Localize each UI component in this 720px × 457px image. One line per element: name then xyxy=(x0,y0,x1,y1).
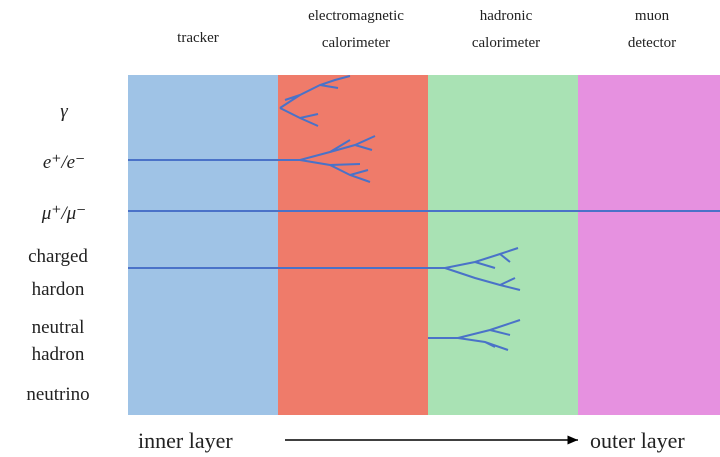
detector-layer xyxy=(428,75,578,415)
detector-diagram: γ e⁺/e⁻ μ⁺/μ⁻ charged hardon neutral hadron neu… xyxy=(0,0,720,457)
particle-label: neutral xyxy=(32,317,85,338)
particle-label: hardon xyxy=(32,279,85,300)
detector-layer xyxy=(278,75,428,415)
particle-label: γ xyxy=(60,101,68,122)
layer-label: hadronic xyxy=(480,8,533,24)
inner-label: inner layer xyxy=(138,428,233,453)
particle-label: e⁺/e⁻ xyxy=(43,152,85,173)
layer-label: detector xyxy=(628,35,676,51)
detector-layer xyxy=(128,75,278,415)
particle-label: μ⁺/μ⁻ xyxy=(41,203,86,224)
particle-label: charged xyxy=(28,246,88,267)
layer-label: calorimeter xyxy=(472,35,540,51)
layer-label: calorimeter xyxy=(322,35,390,51)
outer-label: outer layer xyxy=(590,428,685,453)
particle-label: hadron xyxy=(32,344,85,365)
layer-label: muon xyxy=(635,8,670,24)
layer-label: tracker xyxy=(177,30,219,46)
layer-label: electromagnetic xyxy=(308,8,404,24)
detector-layer xyxy=(578,75,720,415)
particle-label: neutrino xyxy=(26,384,89,405)
